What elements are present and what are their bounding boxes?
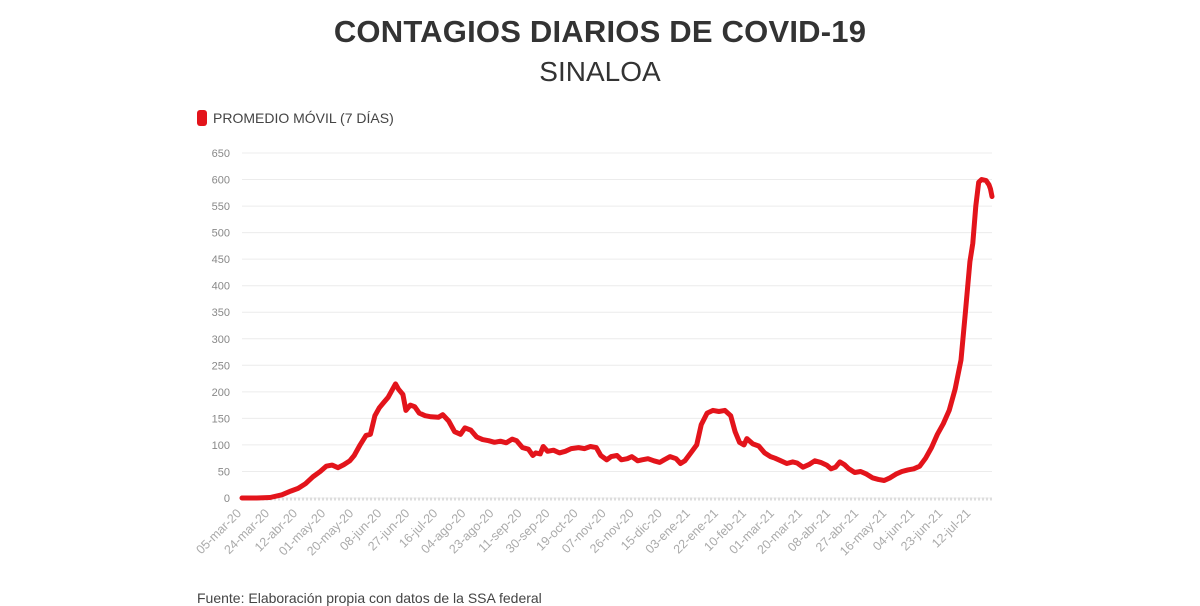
y-tick-label: 150	[212, 413, 230, 425]
chart-subtitle: SINALOA	[539, 56, 661, 87]
chart-title: CONTAGIOS DIARIOS DE COVID-19	[333, 14, 867, 49]
y-tick-label: 650	[212, 148, 230, 160]
y-tick-label: 100	[212, 440, 230, 452]
legend-swatch	[197, 110, 207, 126]
y-tick-label: 50	[218, 466, 230, 478]
y-tick-label: 250	[212, 360, 230, 372]
y-tick-label: 600	[212, 175, 230, 187]
y-tick-label: 350	[212, 307, 230, 319]
legend-label: PROMEDIO MÓVIL (7 DÍAS)	[213, 110, 394, 126]
y-tick-label: 400	[212, 281, 230, 293]
y-tick-label: 300	[212, 334, 230, 346]
legend: PROMEDIO MÓVIL (7 DÍAS)	[197, 110, 394, 126]
y-tick-label: 450	[212, 254, 230, 266]
y-tick-label: 0	[224, 493, 230, 505]
y-tick-label: 500	[212, 228, 230, 240]
series-line-promedio-movil	[239, 177, 995, 501]
y-tick-label: 550	[212, 201, 230, 213]
y-tick-label: 200	[212, 387, 230, 399]
source-note: Fuente: Elaboración propia con datos de …	[197, 590, 542, 606]
